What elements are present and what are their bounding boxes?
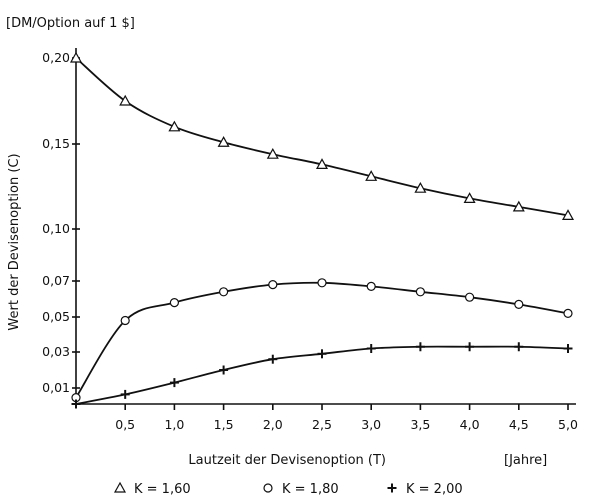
- point-triangle: [315, 158, 329, 169]
- x-tick-label: 4,0: [460, 417, 480, 432]
- y-axis-label: Wert der Devisenoption (C): [7, 153, 22, 330]
- x-tick-label: 2,0: [263, 417, 283, 432]
- y-tick-label: 0,10: [42, 221, 70, 236]
- series-line-circle: [75, 281, 569, 399]
- point-plus: [563, 344, 573, 353]
- point-triangle: [69, 51, 83, 63]
- x-tick-label: 3,0: [361, 417, 381, 432]
- point-circle: [268, 280, 278, 290]
- y-unit-label: [DM/Option auf 1 $]: [6, 16, 135, 31]
- point-circle: [120, 315, 130, 326]
- x-ticks: 0,5 1,0 1,5 2,0 2,5 3,0 3,5 4,0 4,5 5,0: [115, 404, 578, 432]
- x-tick-label: 4,5: [509, 417, 529, 432]
- axes: [75, 48, 576, 405]
- legend-label: K = 1,60: [134, 482, 191, 497]
- point-triangle: [414, 181, 427, 193]
- x-axis-unit: [Jahre]: [504, 453, 547, 468]
- point-plus: [120, 389, 130, 399]
- point-triangle: [512, 200, 525, 212]
- point-circle: [219, 287, 229, 297]
- point-circle: [317, 278, 327, 288]
- legend-label: K = 2,00: [406, 482, 463, 497]
- point-triangle: [119, 94, 132, 106]
- series-markers: [69, 51, 575, 409]
- y-tick-label: 0,01: [42, 380, 70, 395]
- point-triangle: [561, 209, 575, 220]
- point-plus: [268, 354, 278, 364]
- legend-marker-plus: [387, 483, 397, 493]
- x-tick-label: 2,5: [312, 417, 332, 432]
- legend-label: K = 1,80: [282, 482, 339, 497]
- point-circle: [563, 308, 573, 318]
- legend: K = 1,60 K = 1,80 K = 2,00: [113, 481, 463, 497]
- y-tick-label: 0,20: [42, 50, 70, 65]
- point-triangle: [168, 120, 181, 132]
- point-plus: [169, 378, 179, 388]
- point-plus: [317, 349, 327, 359]
- y-tick-label: 0,07: [42, 273, 70, 288]
- point-circle: [415, 287, 425, 297]
- point-circle: [514, 299, 524, 309]
- point-triangle: [266, 147, 279, 159]
- x-tick-label: 1,5: [214, 417, 234, 432]
- series-line-triangle: [75, 57, 569, 217]
- x-axis-label: Lautzeit der Devisenoption (T): [188, 453, 386, 468]
- point-plus: [71, 399, 81, 409]
- y-ticks: 0,01 0,03 0,05 0,07 0,10 0,15 0,20: [42, 50, 80, 395]
- x-tick-label: 5,0: [558, 417, 578, 432]
- point-circle: [465, 292, 475, 302]
- point-triangle: [365, 170, 378, 181]
- point-triangle: [217, 136, 230, 147]
- point-plus: [465, 342, 475, 352]
- y-tick-label: 0,03: [42, 344, 70, 359]
- point-plus: [514, 342, 524, 352]
- x-tick-label: 0,5: [115, 417, 135, 432]
- point-circle: [169, 298, 179, 308]
- point-plus: [219, 365, 229, 375]
- y-tick-label: 0,15: [42, 136, 70, 151]
- legend-marker-triangle: [113, 481, 127, 493]
- point-plus: [415, 342, 425, 352]
- x-tick-label: 1,0: [164, 417, 184, 432]
- x-tick-label: 3,5: [410, 417, 430, 432]
- point-circle: [366, 281, 376, 291]
- y-tick-label: 0,05: [42, 309, 70, 324]
- point-triangle: [463, 192, 476, 203]
- point-plus: [366, 344, 376, 353]
- legend-marker-circle: [263, 483, 273, 493]
